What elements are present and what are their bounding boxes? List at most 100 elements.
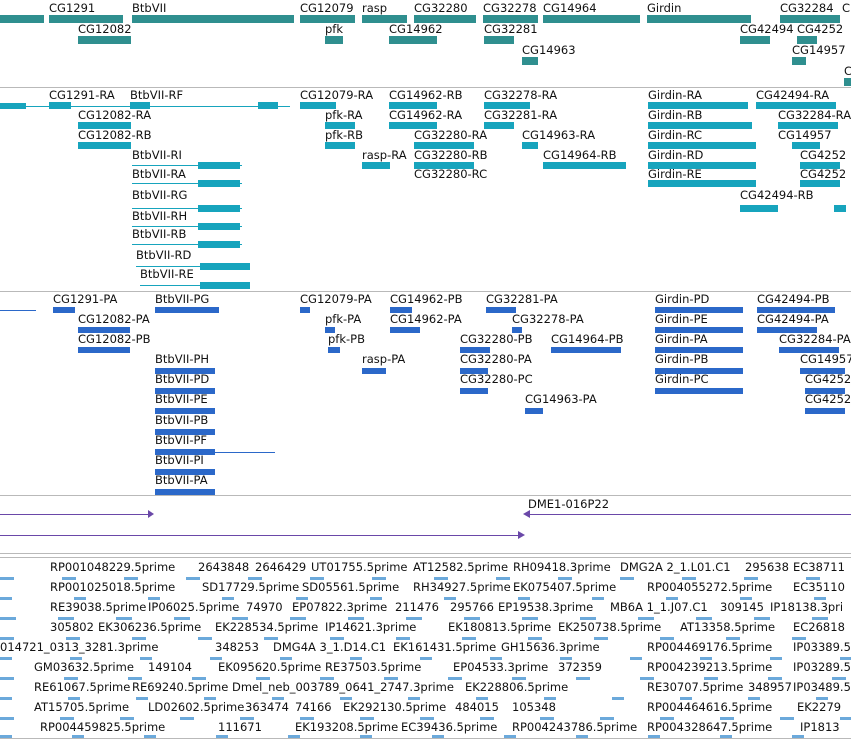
gene-glyph[interactable] [792, 57, 806, 65]
transcript-glyph[interactable] [78, 122, 131, 129]
transcript-glyph[interactable] [648, 180, 756, 187]
transcript-glyph[interactable] [198, 180, 240, 187]
est-glyph[interactable] [0, 637, 851, 640]
transcript-glyph[interactable] [522, 142, 538, 149]
protein-glyph[interactable] [551, 347, 621, 353]
transcript-glyph[interactable] [200, 263, 250, 270]
transcript-glyph[interactable] [198, 205, 240, 212]
gene-glyph[interactable] [780, 15, 840, 23]
transcript-glyph[interactable] [130, 102, 150, 109]
gene-glyph[interactable] [49, 15, 123, 23]
gene-glyph[interactable] [797, 36, 817, 44]
transcript-glyph[interactable] [834, 205, 846, 212]
clone-line[interactable] [530, 514, 851, 515]
protein-glyph[interactable] [155, 368, 215, 374]
protein-glyph[interactable] [390, 327, 420, 333]
protein-glyph[interactable] [655, 388, 743, 394]
gene-glyph[interactable] [484, 36, 514, 44]
gene-glyph[interactable] [362, 15, 407, 23]
transcript-glyph[interactable] [389, 122, 437, 129]
protein-glyph[interactable] [325, 327, 335, 333]
est-glyph[interactable] [0, 597, 851, 600]
protein-glyph[interactable] [155, 408, 215, 414]
transcript-glyph[interactable] [198, 241, 240, 248]
protein-glyph[interactable] [805, 388, 845, 394]
protein-glyph[interactable] [300, 307, 310, 313]
protein-glyph[interactable] [512, 327, 522, 333]
protein-glyph[interactable] [655, 347, 743, 353]
est-glyph[interactable] [0, 617, 851, 620]
est-glyph[interactable] [0, 697, 851, 700]
protein-glyph[interactable] [805, 408, 845, 414]
est-glyph[interactable] [0, 717, 851, 720]
transcript-glyph[interactable] [325, 122, 355, 129]
protein-glyph[interactable] [800, 368, 845, 374]
protein-glyph[interactable] [78, 327, 130, 333]
protein-glyph[interactable] [757, 307, 835, 313]
protein-glyph[interactable] [155, 489, 215, 495]
transcript-glyph[interactable] [49, 102, 71, 109]
protein-glyph[interactable] [757, 327, 817, 333]
transcript-glyph[interactable] [198, 162, 240, 169]
protein-glyph[interactable] [655, 307, 743, 313]
est-glyph[interactable] [0, 735, 851, 738]
protein-glyph[interactable] [53, 307, 75, 313]
protein-glyph[interactable] [779, 347, 839, 353]
protein-glyph[interactable] [460, 368, 488, 374]
gene-glyph[interactable] [414, 15, 476, 23]
gene-glyph[interactable] [325, 36, 343, 44]
transcript-glyph[interactable] [414, 162, 474, 169]
protein-glyph[interactable] [460, 347, 490, 353]
gene-glyph[interactable] [78, 36, 131, 44]
transcript-glyph[interactable] [800, 180, 840, 187]
transcript-glyph[interactable] [389, 102, 437, 109]
transcript-glyph[interactable] [198, 223, 240, 230]
transcript-glyph[interactable] [756, 102, 836, 109]
protein-glyph[interactable] [655, 368, 743, 374]
transcript-glyph[interactable] [484, 122, 514, 129]
clone-line[interactable] [0, 535, 520, 536]
protein-glyph[interactable] [486, 307, 516, 313]
transcript-glyph[interactable] [325, 142, 355, 149]
protein-glyph[interactable] [460, 388, 488, 394]
protein-glyph[interactable] [155, 307, 219, 313]
transcript-glyph[interactable] [648, 142, 756, 149]
transcript-glyph[interactable] [800, 162, 840, 169]
transcript-glyph[interactable] [362, 162, 390, 169]
est-glyph[interactable] [0, 677, 851, 680]
protein-glyph[interactable] [155, 469, 215, 475]
transcript-glyph[interactable] [258, 102, 278, 109]
gene-glyph[interactable] [844, 78, 851, 86]
gene-glyph[interactable] [740, 36, 770, 44]
gene-glyph[interactable] [647, 15, 751, 23]
transcript-glyph[interactable] [648, 122, 752, 129]
transcript-glyph[interactable] [648, 102, 748, 109]
protein-glyph[interactable] [328, 347, 340, 353]
transcript-glyph[interactable] [0, 103, 26, 109]
gene-glyph[interactable] [543, 15, 640, 23]
transcript-glyph[interactable] [740, 205, 778, 212]
transcript-glyph[interactable] [300, 102, 336, 109]
gene-glyph[interactable] [483, 15, 538, 23]
protein-glyph[interactable] [390, 307, 412, 313]
protein-glyph[interactable] [155, 429, 215, 435]
est-glyph[interactable] [0, 657, 851, 660]
protein-glyph[interactable] [525, 408, 543, 414]
protein-glyph[interactable] [155, 388, 215, 394]
gene-glyph[interactable] [389, 36, 437, 44]
gene-glyph[interactable] [522, 57, 538, 65]
gene-glyph[interactable] [0, 15, 44, 23]
protein-glyph[interactable] [78, 347, 130, 353]
transcript-glyph[interactable] [778, 122, 838, 129]
transcript-glyph[interactable] [792, 142, 820, 149]
clone-line[interactable] [0, 514, 150, 515]
transcript-glyph[interactable] [484, 102, 530, 109]
protein-glyph[interactable] [655, 327, 743, 333]
transcript-glyph[interactable] [200, 282, 250, 289]
transcript-glyph[interactable] [648, 162, 756, 169]
gene-glyph[interactable] [132, 15, 294, 23]
est-glyph[interactable] [0, 577, 851, 580]
transcript-glyph[interactable] [78, 142, 131, 149]
transcript-glyph[interactable] [543, 162, 626, 169]
gene-glyph[interactable] [300, 15, 355, 23]
